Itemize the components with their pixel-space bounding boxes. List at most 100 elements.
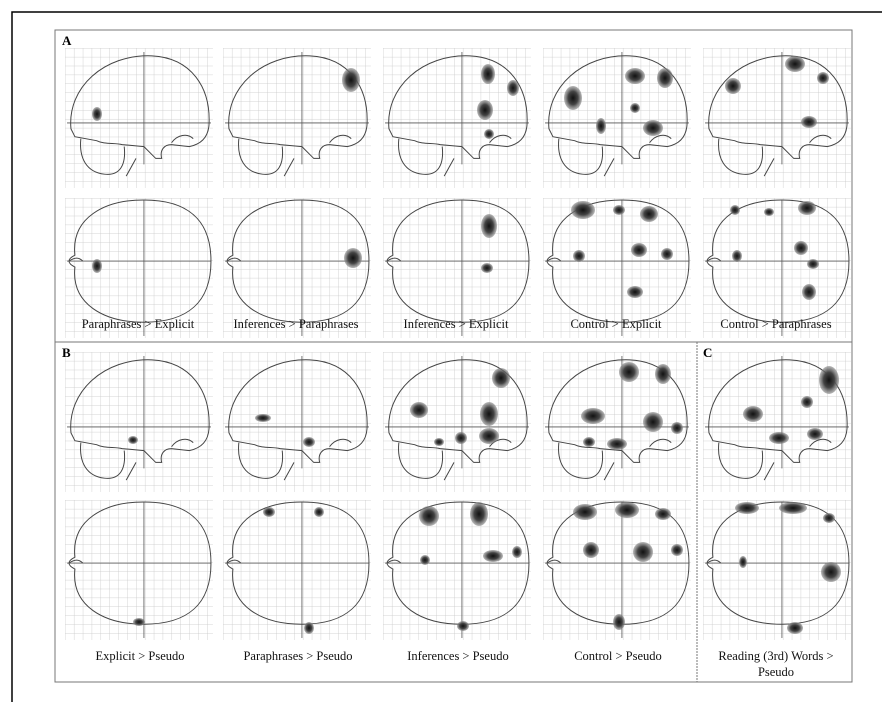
activation-blob — [455, 432, 467, 444]
activation-blob — [821, 562, 841, 582]
activation-blob — [819, 366, 839, 394]
caption: Paraphrases > Explicit — [63, 316, 213, 332]
sagittal-brain — [703, 48, 851, 188]
caption: Control > Pseudo — [539, 648, 697, 664]
activation-blob — [304, 622, 314, 634]
caption: Inferences > Paraphrases — [221, 316, 371, 332]
page: A B C Paraphrases > Explicit Inferences >… — [0, 0, 892, 702]
activation-blob — [573, 250, 585, 262]
activation-blob — [661, 248, 673, 260]
activation-blob — [769, 432, 789, 444]
activation-blob — [457, 621, 469, 631]
activation-blob — [419, 506, 439, 526]
caption: Inferences > Pseudo — [379, 648, 537, 664]
activation-blob — [643, 120, 663, 136]
activation-blob — [607, 438, 627, 450]
activation-blob — [512, 546, 522, 558]
panel-label: B — [62, 345, 71, 361]
activation-blob — [743, 406, 763, 422]
activation-blob — [342, 68, 360, 92]
panel-label: C — [703, 345, 712, 361]
activation-blob — [802, 284, 816, 300]
activation-blob — [657, 68, 673, 88]
sagittal-brain — [543, 48, 691, 188]
activation-blob — [807, 428, 823, 440]
activation-blob — [643, 412, 663, 432]
activation-blob — [573, 504, 597, 520]
activation-blob — [92, 259, 102, 273]
activation-blob — [128, 436, 138, 444]
activation-blob — [613, 205, 625, 215]
activation-blob — [735, 502, 759, 514]
activation-blob — [481, 214, 497, 238]
activation-blob — [481, 64, 495, 84]
axial-brain — [383, 500, 531, 640]
activation-blob — [480, 402, 498, 426]
activation-blob — [655, 508, 671, 520]
activation-blob — [671, 422, 683, 434]
caption: Reading (3rd) Words > Pseudo — [705, 648, 847, 680]
activation-blob — [479, 428, 499, 444]
activation-blob — [619, 362, 639, 382]
activation-blob — [133, 618, 145, 626]
activation-blob — [564, 86, 582, 110]
activation-blob — [655, 364, 671, 384]
caption: Paraphrases > Pseudo — [219, 648, 377, 664]
sagittal-brain — [65, 352, 213, 492]
caption: Control > Explicit — [541, 316, 691, 332]
activation-blob — [481, 263, 493, 273]
activation-blob — [344, 248, 362, 268]
activation-blob — [477, 100, 493, 120]
activation-blob — [263, 507, 275, 517]
activation-blob — [583, 437, 595, 447]
caption: Inferences > Explicit — [381, 316, 531, 332]
activation-blob — [787, 622, 803, 634]
activation-blob — [779, 502, 807, 514]
activation-blob — [823, 513, 835, 523]
activation-blob — [92, 107, 102, 121]
activation-blob — [725, 78, 741, 94]
caption: Explicit > Pseudo — [61, 648, 219, 664]
activation-blob — [739, 556, 747, 568]
activation-blob — [798, 201, 816, 215]
activation-blob — [492, 368, 510, 388]
activation-blob — [627, 286, 643, 298]
figure — [0, 0, 892, 702]
activation-blob — [615, 502, 639, 518]
activation-blob — [631, 243, 647, 257]
activation-blob — [596, 118, 606, 134]
activation-blob — [785, 56, 805, 72]
activation-blob — [470, 502, 488, 526]
activation-blob — [630, 103, 640, 113]
activation-blob — [255, 414, 271, 422]
activation-blob — [484, 129, 494, 139]
panel-label: A — [62, 33, 71, 49]
caption: Control > Paraphrases — [701, 316, 851, 332]
activation-blob — [507, 80, 519, 96]
activation-blob — [434, 438, 444, 446]
activation-blob — [671, 544, 683, 556]
activation-blob — [640, 206, 658, 222]
activation-blob — [801, 116, 817, 128]
activation-blob — [613, 614, 625, 630]
activation-blob — [807, 259, 819, 269]
activation-blob — [581, 408, 605, 424]
activation-blob — [801, 396, 813, 408]
sagittal-brain — [383, 48, 531, 188]
axial-brain — [223, 500, 371, 640]
activation-blob — [625, 68, 645, 84]
activation-blob — [571, 201, 595, 219]
sagittal-brain — [223, 352, 371, 492]
activation-blob — [583, 542, 599, 558]
sagittal-brain — [65, 48, 213, 188]
activation-blob — [410, 402, 428, 418]
activation-blob — [732, 250, 742, 262]
activation-blob — [420, 555, 430, 565]
activation-blob — [303, 437, 315, 447]
activation-blob — [483, 550, 503, 562]
activation-blob — [314, 507, 324, 517]
activation-blob — [633, 542, 653, 562]
activation-blob — [764, 208, 774, 216]
activation-blob — [730, 205, 740, 215]
activation-blob — [817, 72, 829, 84]
